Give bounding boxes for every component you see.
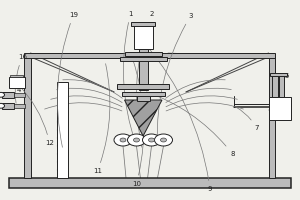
Text: 3: 3 [157,13,193,143]
Bar [24,54,31,178]
Text: 4: 4 [9,87,21,95]
Text: 16: 16 [15,54,27,103]
Circle shape [160,138,166,142]
Text: 5: 5 [280,73,289,82]
Text: 1: 1 [123,11,136,143]
Circle shape [148,138,154,142]
Polygon shape [124,100,162,136]
Circle shape [134,138,140,142]
Text: 2: 2 [136,11,154,147]
Bar [9,77,26,88]
Bar [139,49,148,90]
Bar [57,82,68,178]
Circle shape [0,92,4,97]
Text: 11: 11 [93,64,110,174]
Bar [268,54,275,178]
Bar [272,75,278,97]
Circle shape [120,138,126,142]
Bar [268,97,291,120]
Text: 12: 12 [19,85,54,146]
Bar [2,92,14,98]
Text: 19: 19 [57,12,78,147]
Bar [136,96,150,101]
Bar [117,84,169,89]
Bar [270,73,286,76]
Circle shape [154,134,172,146]
Bar [14,93,26,97]
Text: 9: 9 [145,44,212,192]
Bar [2,103,14,109]
Bar [120,57,166,61]
Bar [9,178,291,188]
Bar [134,23,153,49]
Text: 7: 7 [236,107,259,131]
Bar [24,53,275,58]
Text: 8: 8 [147,92,235,157]
Text: 6: 6 [268,109,280,115]
Circle shape [114,134,132,146]
Bar [122,92,165,96]
Circle shape [0,103,4,108]
Bar [131,22,155,26]
Bar [124,52,162,56]
Circle shape [128,134,146,146]
Bar [279,75,284,97]
Circle shape [142,134,160,146]
Text: 10: 10 [132,60,144,187]
Bar [14,104,26,108]
Bar [10,75,23,77]
